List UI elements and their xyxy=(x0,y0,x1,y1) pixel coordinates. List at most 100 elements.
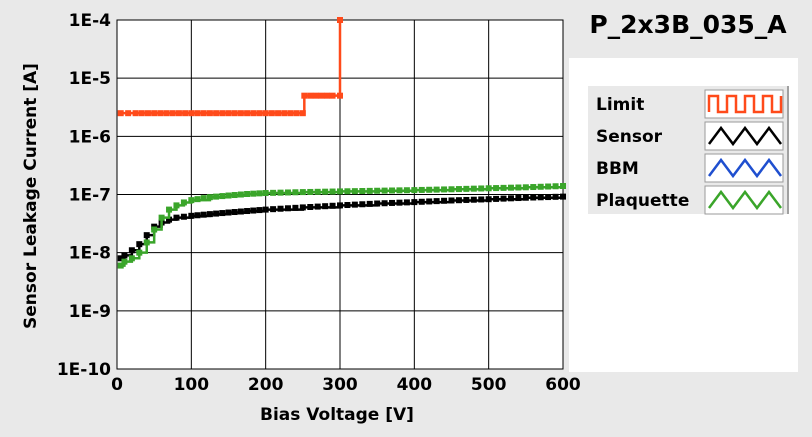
data-point xyxy=(250,207,257,214)
data-point xyxy=(293,110,300,117)
data-point xyxy=(244,190,251,197)
data-point xyxy=(194,196,201,203)
data-point xyxy=(470,196,477,203)
data-point xyxy=(337,17,343,23)
data-point xyxy=(219,110,226,117)
data-point xyxy=(500,184,507,191)
data-point xyxy=(158,214,165,221)
data-point xyxy=(270,189,277,196)
data-point xyxy=(121,252,128,259)
data-point xyxy=(284,189,291,196)
data-point xyxy=(312,92,319,99)
data-point xyxy=(470,185,477,192)
data-point xyxy=(136,249,143,256)
data-point xyxy=(299,189,306,196)
data-point xyxy=(237,110,244,117)
data-point xyxy=(166,216,173,223)
data-point xyxy=(117,255,124,262)
data-point xyxy=(537,194,544,201)
series-layer xyxy=(117,17,566,269)
data-point xyxy=(117,110,124,117)
data-point xyxy=(418,186,425,193)
data-point xyxy=(163,110,170,117)
legend-swatch-line xyxy=(708,189,782,211)
data-point xyxy=(125,110,132,117)
data-point xyxy=(299,204,306,211)
data-point xyxy=(275,110,282,117)
legend: Limit Sensor BBM Plaquette xyxy=(569,58,798,372)
data-point xyxy=(250,110,257,117)
x-axis-title: Bias Voltage [V] xyxy=(260,405,414,425)
data-point xyxy=(463,185,470,192)
data-point xyxy=(284,205,291,212)
legend-swatch xyxy=(704,185,784,215)
data-point xyxy=(270,206,277,213)
legend-swatch xyxy=(704,121,784,151)
data-point xyxy=(144,110,151,117)
y-tick-label: 1E-10 xyxy=(57,360,111,380)
data-point xyxy=(493,185,500,192)
data-point xyxy=(250,190,257,197)
data-point xyxy=(441,197,448,204)
x-tick-label: 300 xyxy=(322,375,358,395)
data-point xyxy=(225,209,232,216)
data-point xyxy=(151,110,158,117)
data-point xyxy=(206,110,213,117)
data-point xyxy=(351,201,358,208)
data-point xyxy=(322,203,329,210)
legend-swatch-line xyxy=(708,157,782,179)
data-point xyxy=(151,226,158,233)
data-point xyxy=(318,92,325,99)
data-point xyxy=(121,258,128,265)
data-point xyxy=(225,110,232,117)
legend-item-plaquette: Plaquette xyxy=(596,185,784,215)
data-point xyxy=(500,195,507,202)
data-point xyxy=(128,247,135,254)
legend-entries: Limit Sensor BBM Plaquette xyxy=(596,89,784,215)
data-point xyxy=(188,212,195,219)
data-point xyxy=(307,203,314,210)
data-point xyxy=(433,198,440,205)
data-point xyxy=(219,193,226,200)
data-point xyxy=(337,92,343,99)
y-tick-label: 1E-6 xyxy=(69,127,111,147)
x-tick-labels: 0 100 200 300 400 500 600 xyxy=(111,375,581,395)
y-tick-label: 1E-9 xyxy=(69,302,111,322)
data-point xyxy=(329,202,336,209)
data-point xyxy=(515,195,522,202)
data-point xyxy=(262,190,269,197)
data-point xyxy=(188,110,195,117)
data-point xyxy=(277,189,284,196)
data-point xyxy=(237,191,244,198)
data-point xyxy=(169,110,176,117)
y-tick-label: 1E-8 xyxy=(69,244,111,264)
x-tick-label: 400 xyxy=(397,375,433,395)
data-point xyxy=(200,195,207,202)
legend-swatch xyxy=(704,153,784,183)
data-point xyxy=(522,184,529,191)
data-point xyxy=(560,193,566,200)
data-point xyxy=(530,184,537,191)
data-point xyxy=(381,200,388,207)
data-point xyxy=(552,193,559,200)
data-point xyxy=(262,206,269,213)
x-tick-label: 500 xyxy=(471,375,507,395)
data-point xyxy=(485,185,492,192)
data-point xyxy=(287,110,294,117)
data-point xyxy=(396,199,403,206)
data-point xyxy=(180,199,187,206)
data-point xyxy=(515,184,522,191)
data-point xyxy=(381,187,388,194)
data-point xyxy=(418,198,425,205)
data-point xyxy=(244,110,251,117)
chart-title: P_2x3B_035_A xyxy=(589,10,787,39)
data-point xyxy=(403,199,410,206)
data-point xyxy=(537,183,544,190)
data-point xyxy=(485,196,492,203)
data-point xyxy=(359,188,366,195)
data-point xyxy=(277,205,284,212)
data-point xyxy=(463,196,470,203)
data-point xyxy=(426,198,433,205)
